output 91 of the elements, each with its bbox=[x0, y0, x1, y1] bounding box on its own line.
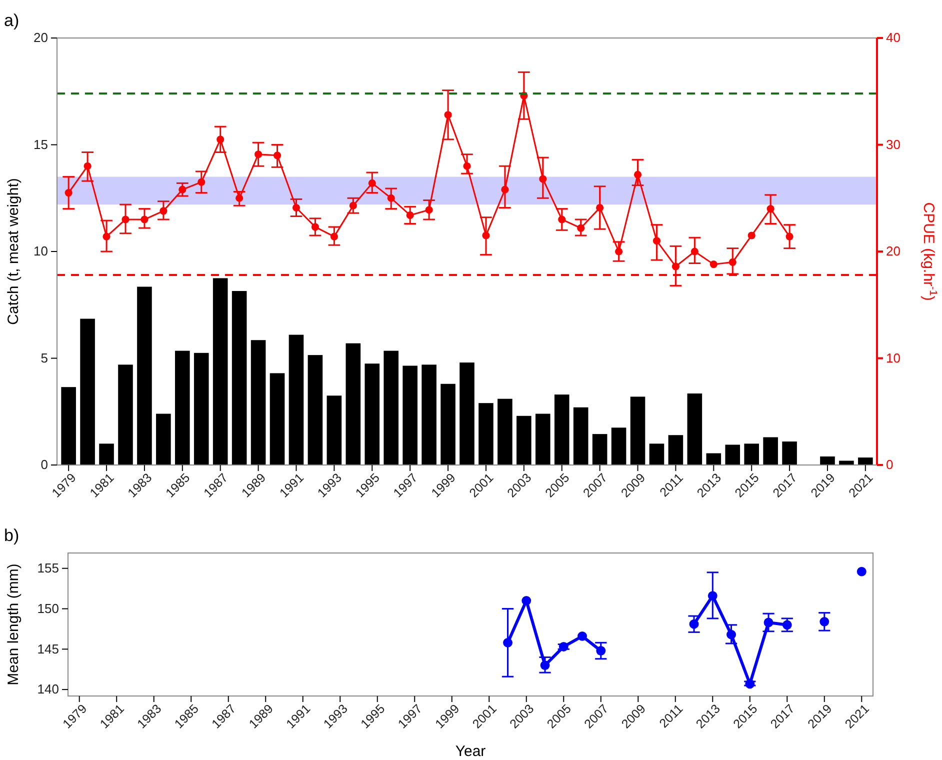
point bbox=[577, 224, 585, 232]
point bbox=[782, 620, 792, 630]
bar bbox=[422, 364, 436, 465]
point bbox=[236, 194, 244, 202]
point bbox=[368, 179, 376, 187]
bar bbox=[498, 398, 512, 465]
point bbox=[596, 204, 604, 212]
point bbox=[634, 170, 642, 178]
point bbox=[540, 660, 550, 670]
y-tick-label: 150 bbox=[37, 600, 59, 616]
point bbox=[726, 630, 736, 640]
bar bbox=[611, 428, 626, 465]
point bbox=[558, 642, 568, 652]
bar bbox=[194, 352, 209, 465]
bar bbox=[763, 437, 778, 465]
point bbox=[856, 566, 866, 576]
point bbox=[482, 232, 490, 240]
bar bbox=[573, 407, 588, 465]
y-tick-label: 145 bbox=[37, 641, 59, 656]
bar bbox=[725, 444, 740, 465]
point bbox=[178, 186, 186, 194]
point bbox=[578, 632, 587, 641]
bar bbox=[156, 414, 171, 465]
point bbox=[786, 232, 794, 240]
point bbox=[160, 207, 168, 215]
y-tick-label: 140 bbox=[37, 682, 59, 697]
chart-title: b) bbox=[4, 526, 20, 545]
y2-tick-label: 20 bbox=[886, 244, 900, 259]
point bbox=[728, 258, 736, 266]
point bbox=[689, 619, 699, 629]
point bbox=[198, 178, 206, 186]
point bbox=[558, 216, 566, 224]
point bbox=[406, 211, 414, 219]
x-axis-title: Year bbox=[455, 743, 486, 760]
point bbox=[748, 232, 756, 240]
chart-title: a) bbox=[4, 11, 20, 30]
bar bbox=[839, 460, 854, 465]
point bbox=[330, 232, 338, 240]
y-axis-title: Catch (t, meat weight) bbox=[5, 178, 22, 325]
bar bbox=[535, 414, 550, 465]
bar bbox=[308, 355, 323, 465]
point bbox=[820, 616, 830, 626]
point bbox=[764, 618, 774, 628]
y-tick-label: 5 bbox=[40, 350, 48, 366]
point bbox=[522, 596, 532, 606]
bar bbox=[649, 444, 664, 465]
point bbox=[254, 150, 262, 158]
bar bbox=[118, 364, 133, 465]
bar bbox=[687, 393, 702, 465]
point bbox=[292, 204, 300, 212]
bar bbox=[80, 318, 95, 465]
bar bbox=[460, 362, 474, 465]
bar bbox=[384, 350, 399, 465]
point bbox=[387, 194, 395, 202]
point bbox=[273, 152, 282, 160]
point bbox=[425, 206, 433, 214]
point bbox=[652, 237, 661, 245]
point bbox=[311, 223, 320, 231]
point bbox=[216, 136, 224, 144]
y-tick-label: 20 bbox=[34, 30, 48, 46]
point bbox=[745, 679, 755, 689]
point bbox=[463, 162, 471, 170]
bar bbox=[346, 343, 361, 465]
point bbox=[84, 162, 92, 170]
y2-tick-label: 0 bbox=[886, 457, 894, 472]
point bbox=[672, 262, 680, 270]
point bbox=[710, 260, 718, 268]
point bbox=[444, 111, 452, 119]
y-tick-label: 155 bbox=[37, 560, 59, 576]
point bbox=[503, 638, 512, 648]
point bbox=[596, 646, 606, 656]
y-tick-label: 0 bbox=[40, 457, 48, 472]
point bbox=[501, 186, 509, 194]
bar bbox=[270, 373, 285, 465]
y2-tick-label: 10 bbox=[886, 350, 900, 366]
point bbox=[349, 202, 357, 210]
point bbox=[766, 205, 774, 213]
y-tick-label: 15 bbox=[34, 136, 48, 152]
point bbox=[102, 232, 110, 240]
bar bbox=[232, 290, 247, 465]
point bbox=[64, 189, 72, 197]
point bbox=[708, 591, 718, 601]
y2-tick-label: 30 bbox=[886, 136, 900, 152]
y-axis-title: Mean length (mm) bbox=[5, 564, 22, 686]
point bbox=[539, 175, 547, 183]
point bbox=[140, 216, 148, 224]
y-tick-label: 10 bbox=[34, 244, 48, 259]
point bbox=[122, 216, 130, 224]
point bbox=[690, 248, 698, 256]
y2-tick-label: 40 bbox=[886, 30, 900, 46]
point bbox=[614, 248, 623, 256]
